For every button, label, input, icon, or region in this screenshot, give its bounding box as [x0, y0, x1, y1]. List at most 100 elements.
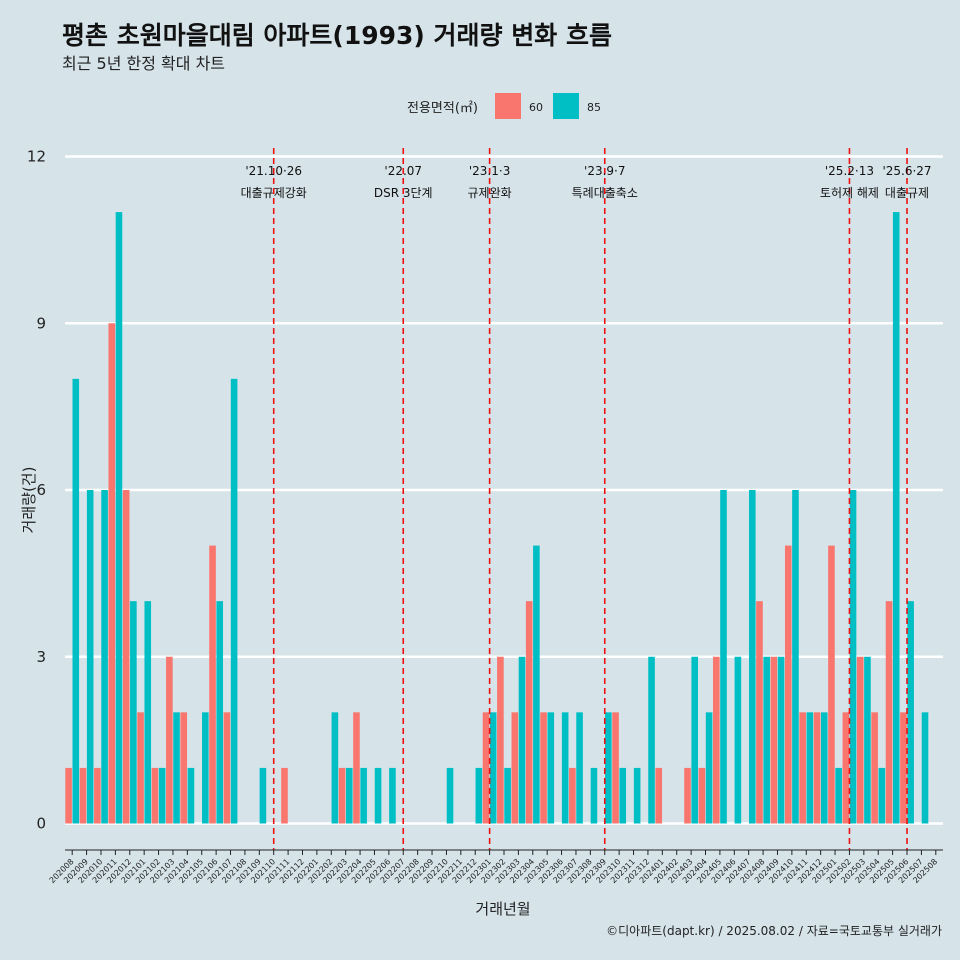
bar-60-202102: [151, 767, 159, 824]
bar-60-202008: [65, 767, 72, 824]
bar-85-202307: [576, 712, 583, 824]
bar-85-202506: [907, 601, 914, 824]
bar-85-202202: [331, 712, 339, 824]
bar-60-202012: [122, 490, 130, 824]
annotation-label: 토허제 해제: [820, 186, 879, 200]
legend-swatch-60: [495, 93, 521, 119]
bar-85-202309: [605, 712, 612, 824]
bar-85-202210: [446, 767, 454, 824]
annotation-label: 대출규제: [885, 186, 929, 200]
bar-85-202204: [360, 767, 367, 824]
legend-label-60: 60: [529, 101, 543, 114]
bar-85-202503: [864, 656, 871, 824]
bar-85-202203: [345, 767, 353, 824]
y-tick-label: 12: [27, 148, 46, 166]
bar-60-202111: [281, 767, 288, 824]
legend-title: 전용면적(㎡): [407, 101, 478, 116]
bars: [65, 212, 929, 824]
bar-60-202304: [525, 601, 533, 824]
annotation-date: '25.6·27: [882, 164, 931, 178]
bar-60-202505: [885, 601, 893, 824]
bar-85-202410: [792, 490, 799, 824]
bar-60-202503: [856, 656, 864, 824]
bar-60-202506: [900, 712, 907, 824]
bar-85-202106: [216, 601, 224, 824]
bar-85-202102: [158, 767, 166, 824]
y-tick-label: 9: [36, 314, 46, 332]
bar-85-202412: [820, 712, 828, 824]
bar-60-202401: [655, 767, 663, 824]
bar-85-202406: [734, 656, 742, 824]
bar-85-202304: [533, 545, 540, 824]
annotation-label: 규제완화: [468, 186, 512, 200]
bar-60-202410: [784, 545, 792, 824]
bar-85-202206: [389, 767, 396, 824]
y-tick-label: 3: [36, 648, 46, 666]
y-axis: 0 3 6 9 12: [27, 148, 46, 833]
legend-swatch-85: [553, 93, 579, 119]
annotation-date: '21.10·26: [245, 164, 302, 178]
legend: 전용면적(㎡) 60 85: [407, 93, 601, 119]
bar-60-202403: [684, 767, 691, 824]
bar-60-202404: [698, 767, 706, 824]
bar-60-202408: [756, 601, 763, 824]
annotation-date: '22.07: [384, 164, 422, 178]
annotation-date: '23.9·7: [584, 164, 625, 178]
annotation-date: '23.1·3: [469, 164, 510, 178]
bar-85-202107: [230, 378, 238, 824]
bar-60-202305: [540, 712, 547, 824]
bar-85-202311: [633, 767, 641, 824]
bar-85-202403: [691, 656, 699, 824]
bar-60-202504: [871, 712, 878, 824]
bar-85-202302: [504, 767, 511, 824]
bar-85-202104: [187, 767, 195, 824]
bar-85-202011: [115, 212, 123, 824]
chart-subtitle: 최근 5년 한정 확대 차트: [62, 54, 225, 73]
bar-85-202101: [144, 601, 152, 824]
annotations: '21.10·26 대출규제강화 '22.07 DSR 3단계 '23.1·3 규제완화 '…: [241, 148, 932, 850]
bar-85-202408: [763, 656, 770, 824]
legend-label-85: 85: [587, 101, 601, 114]
bar-60-202501: [828, 545, 835, 824]
bar-60-202412: [813, 712, 821, 824]
bar-60-202107: [223, 712, 231, 824]
bar-60-202303: [511, 712, 519, 824]
chart-title: 평촌 초원마을대림 아파트(1993) 거래량 변화 흐름: [62, 21, 612, 50]
bar-85-202310: [619, 767, 627, 824]
bar-60-202411: [799, 712, 806, 824]
x-axis-title: 거래년월: [475, 900, 530, 918]
bar-60-202307: [569, 767, 576, 824]
bar-85-202411: [806, 712, 814, 824]
bar-85-202205: [374, 767, 382, 824]
bar-85-202012: [130, 601, 137, 824]
x-axis: 2020082020092020102020112020122021012021…: [48, 849, 943, 885]
bar-60-202011: [108, 323, 116, 824]
y-tick-label: 6: [36, 481, 46, 499]
bar-60-202106: [209, 545, 216, 824]
bar-85-202504: [878, 767, 886, 824]
annotation-label: 특례대출축소: [572, 186, 638, 200]
bar-85-202301: [489, 712, 497, 824]
bar-85-202308: [590, 767, 598, 824]
bar-85-202103: [173, 712, 180, 824]
y-tick-label: 0: [36, 815, 46, 833]
y-axis-title: 거래량(건): [20, 467, 38, 534]
bar-60-202204: [353, 712, 360, 824]
caption: ©디아파트(dapt.kr) / 2025.08.02 / 자료=국토교통부 실…: [606, 924, 942, 938]
bar-85-202010: [101, 490, 108, 824]
bar-85-202501: [835, 767, 842, 824]
bar-85-202409: [777, 656, 785, 824]
annotation-date: '25.2·13: [825, 164, 874, 178]
bar-85-202407: [748, 490, 756, 824]
bar-85-202502: [849, 490, 857, 824]
bar-85-202505: [892, 212, 900, 824]
bar-60-202405: [713, 656, 720, 824]
annotation-label: DSR 3단계: [374, 186, 433, 200]
bar-85-202008: [72, 378, 80, 824]
bar-60-202409: [770, 656, 778, 824]
bar-60-202009: [79, 767, 87, 824]
bar-60-202203: [338, 767, 346, 824]
bar-85-202404: [705, 712, 713, 824]
bar-85-202507: [921, 712, 929, 824]
